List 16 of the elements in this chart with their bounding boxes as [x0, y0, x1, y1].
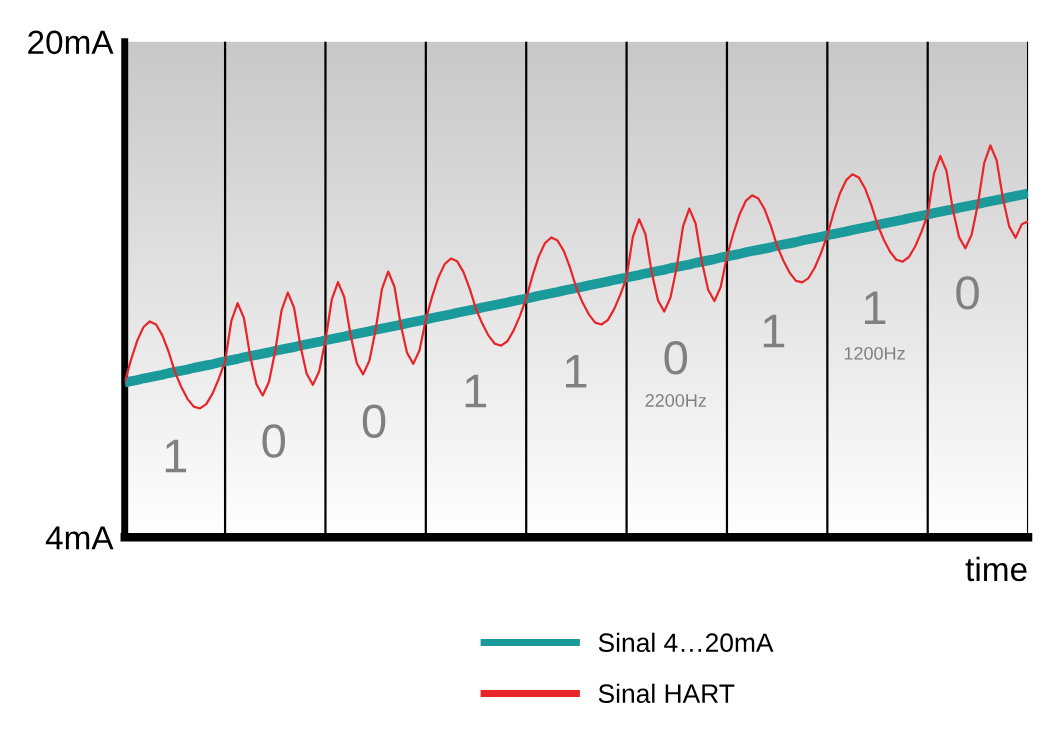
- annotation: 1: [165, 439, 187, 473]
- legend-label: Sinal HART: [598, 683, 735, 704]
- annotation: 1: [864, 291, 886, 325]
- annotation: 1: [465, 374, 487, 408]
- annotation: 1200Hz: [844, 346, 905, 360]
- annotation: 0: [262, 424, 286, 458]
- x-axis-title: time: [965, 556, 1027, 582]
- annotation: 2200Hz: [645, 394, 706, 407]
- annotation: 1: [763, 314, 785, 348]
- y-tick-label: 4mA: [45, 526, 114, 550]
- annotation: 0: [956, 276, 979, 310]
- y-tick-label: 20mA: [28, 30, 114, 55]
- annotation: 0: [664, 341, 688, 375]
- annotation: 0: [362, 404, 386, 438]
- annotation: 1: [565, 354, 587, 388]
- legend-label: Sinal 4…20mA: [598, 632, 774, 653]
